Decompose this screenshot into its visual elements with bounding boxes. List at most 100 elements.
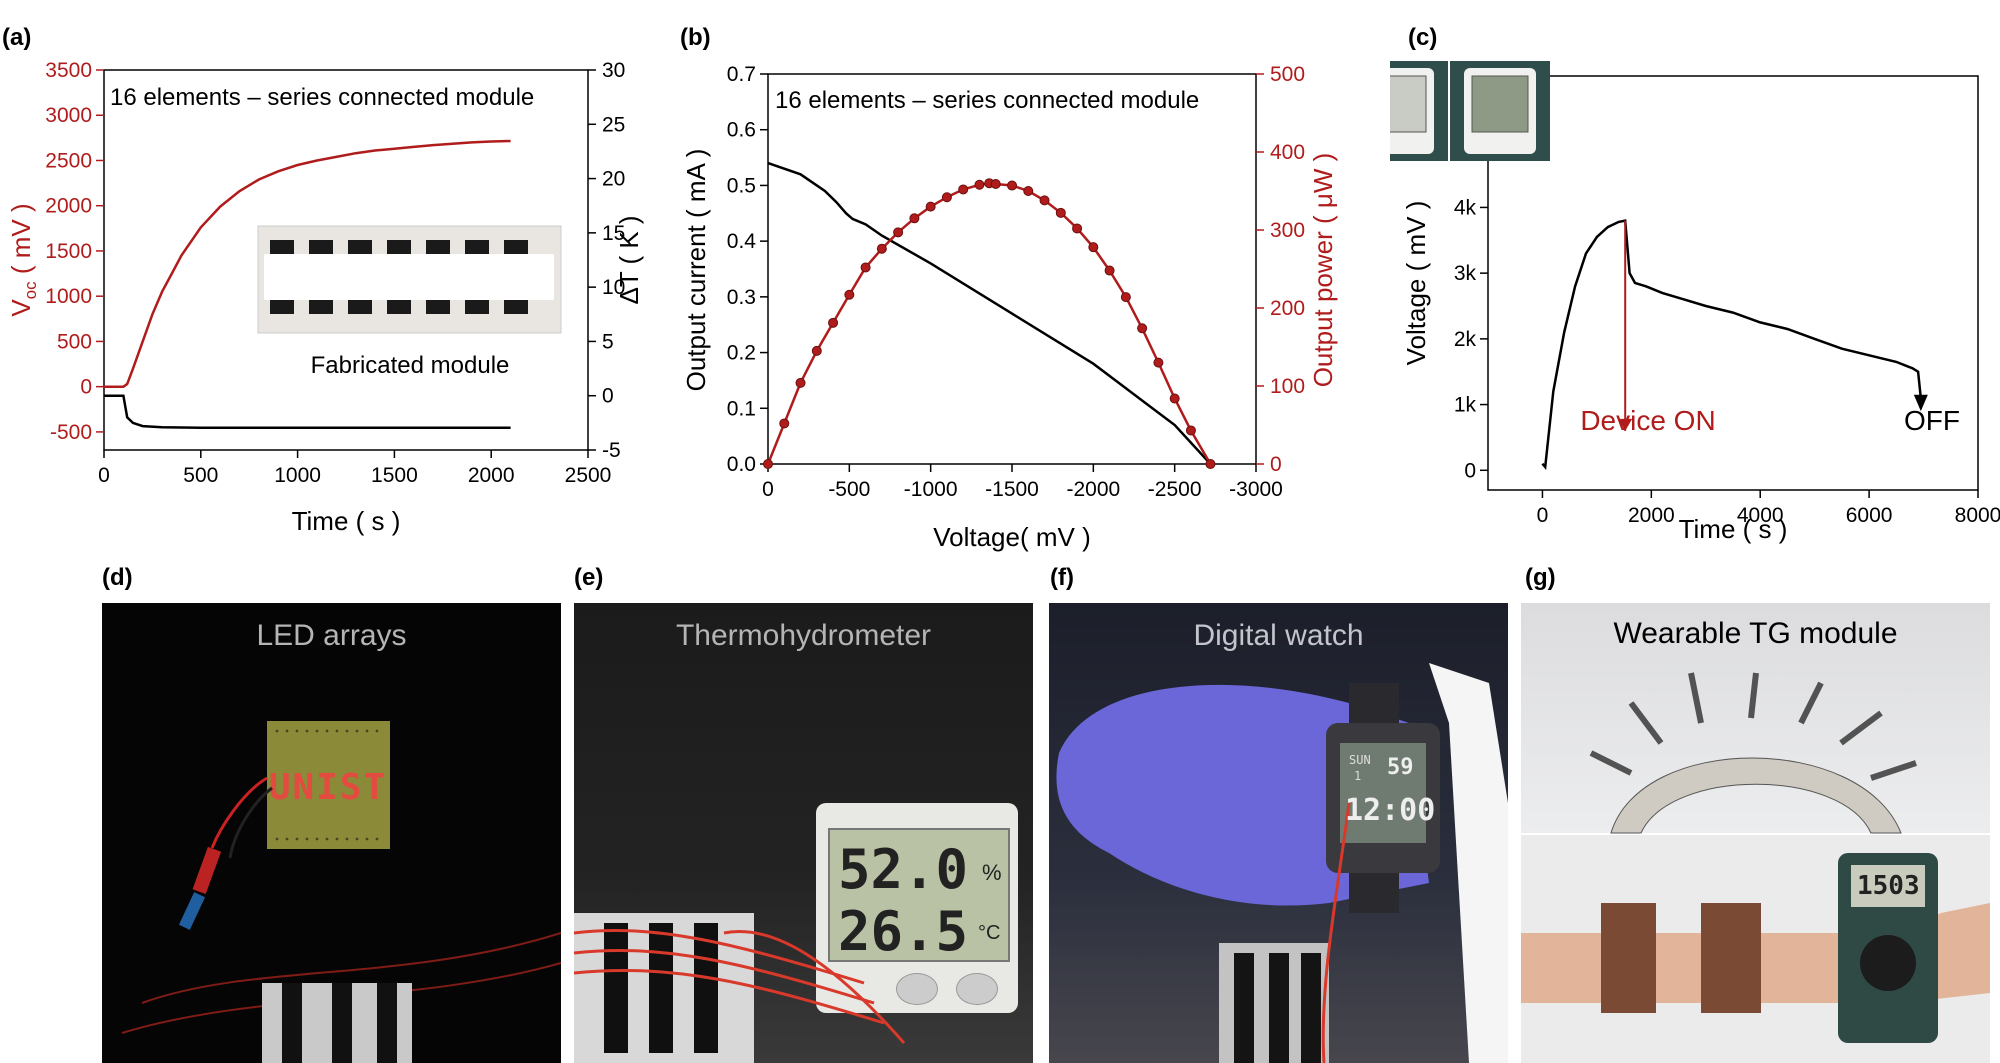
series-line-0 bbox=[767, 161, 1212, 465]
y2-tick-label: 100 bbox=[1270, 375, 1305, 398]
panel-label-d: (d) bbox=[102, 564, 133, 591]
multimeter-screen bbox=[1851, 865, 1925, 907]
chart-annotation: 16 elements – series connected module bbox=[775, 87, 1199, 114]
data-point bbox=[763, 459, 773, 469]
data-point bbox=[1007, 180, 1017, 191]
x-tick-label: 2000 bbox=[468, 464, 515, 487]
watch-seconds: 59 bbox=[1387, 755, 1414, 780]
y-tick-label: 1k bbox=[1454, 394, 1477, 417]
data-point bbox=[974, 179, 985, 190]
x-tick-label: -3000 bbox=[1229, 478, 1283, 501]
inset-screen bbox=[1471, 75, 1529, 133]
y-tick-label: 3500 bbox=[45, 59, 92, 82]
x-tick-label: 500 bbox=[183, 464, 218, 487]
photo-caption: Wearable TG module bbox=[1613, 617, 1898, 650]
device-on-arrowhead bbox=[1618, 418, 1633, 431]
chart-c: 0200040006000800001k2k3k4k5k6k Device ON… bbox=[1390, 61, 2000, 544]
temperature-unit: °C bbox=[978, 922, 1001, 944]
series-line-0 bbox=[104, 139, 511, 388]
module-leg bbox=[348, 300, 372, 314]
data-point bbox=[860, 262, 871, 273]
y2-tick-label: 0 bbox=[1270, 453, 1282, 476]
data-point bbox=[844, 289, 855, 300]
y-tick-label: 0 bbox=[1464, 459, 1476, 482]
y-tick-label: 0 bbox=[80, 376, 92, 399]
panel-label-f: (f) bbox=[1050, 564, 1074, 591]
y-tick-label: 0.5 bbox=[727, 174, 756, 197]
module bbox=[1601, 903, 1656, 1013]
data-point bbox=[795, 377, 806, 388]
module-leg bbox=[309, 300, 333, 314]
data-point bbox=[958, 184, 969, 195]
panel-label-g: (g) bbox=[1525, 564, 1556, 591]
y2-axis-label: ΔT ( K ) bbox=[614, 215, 644, 304]
led-board bbox=[267, 721, 390, 849]
module-substrate bbox=[264, 254, 554, 300]
humidity-unit: % bbox=[982, 860, 1002, 885]
watch-date: 1 bbox=[1354, 769, 1362, 783]
data-point bbox=[1205, 459, 1216, 469]
x-tick-label: 0 bbox=[1537, 504, 1549, 527]
y-tick-label: 4k bbox=[1454, 196, 1477, 219]
chart-b: 0 -500 -1000 -1500 -2000 -2500 -3000 0.0 0.1 0.2 0… bbox=[681, 63, 1338, 552]
x-axis-label: Voltage( mV ) bbox=[933, 522, 1091, 552]
module-leg bbox=[426, 240, 450, 254]
data-point bbox=[1039, 195, 1050, 206]
plot-area bbox=[1487, 75, 1979, 491]
x-tick-label: 1500 bbox=[371, 464, 418, 487]
watch-time: 12:00 bbox=[1345, 793, 1436, 828]
series-line-1 bbox=[104, 394, 511, 429]
data-point bbox=[1169, 393, 1180, 404]
module-leg bbox=[465, 240, 489, 254]
y-tick-label: 0.7 bbox=[727, 63, 756, 86]
y2-tick-label: -5 bbox=[602, 439, 621, 462]
y2-axis-label: Output power ( μW ) bbox=[1308, 153, 1338, 388]
data-point bbox=[1137, 323, 1148, 334]
x-tick-label: -1000 bbox=[904, 478, 958, 501]
module-leg bbox=[270, 240, 294, 254]
y-tick-label: -500 bbox=[50, 421, 92, 444]
y-tick-label: 1500 bbox=[45, 240, 92, 263]
x-tick-label: 2500 bbox=[565, 464, 612, 487]
y2-tick-label: 300 bbox=[1270, 219, 1305, 242]
panel-label-b: (b) bbox=[680, 24, 711, 51]
y2-tick-label: 500 bbox=[1270, 63, 1305, 86]
plot-area bbox=[767, 73, 1257, 465]
inset-label: Fabricated module bbox=[311, 352, 510, 379]
led-display-text: UNIST bbox=[269, 767, 387, 808]
y2-tick-label: 10 bbox=[602, 276, 625, 299]
x-tick-label: 1000 bbox=[274, 464, 321, 487]
x-tick-label: -2500 bbox=[1148, 478, 1202, 501]
x-tick-label: 6000 bbox=[1846, 504, 1893, 527]
data-point bbox=[941, 192, 952, 203]
module-leg bbox=[348, 240, 372, 254]
module-leg bbox=[387, 240, 411, 254]
data-point bbox=[909, 213, 920, 224]
y-tick-label: 0.2 bbox=[727, 342, 756, 365]
module-leg bbox=[426, 300, 450, 314]
y-tick-label: 2k bbox=[1454, 328, 1477, 351]
x-tick-label: 0 bbox=[98, 464, 110, 487]
y-tick-label: 3000 bbox=[45, 104, 92, 127]
watch-day: SUN bbox=[1349, 753, 1371, 767]
thermohydrometer-device: 52.0 % 26.5 °C bbox=[816, 803, 1018, 1013]
data-point bbox=[925, 201, 936, 212]
data-point bbox=[811, 345, 822, 356]
module bbox=[1701, 903, 1761, 1013]
module-leg bbox=[504, 300, 528, 314]
x-tick-label: 4000 bbox=[1737, 504, 1784, 527]
multimeter-dial bbox=[1860, 935, 1916, 991]
panel-label-a: (a) bbox=[2, 24, 32, 51]
x-tick-label: -2000 bbox=[1066, 478, 1120, 501]
x-axis-label: Time ( s ) bbox=[292, 506, 401, 536]
x-axis-label: Time ( s ) bbox=[1679, 514, 1788, 544]
y-axis-label: Voltage ( mV ) bbox=[1401, 201, 1431, 366]
y-tick-label: 1000 bbox=[45, 285, 92, 308]
y2-tick-label: 200 bbox=[1270, 297, 1305, 320]
photo-digital-watch: Digital watch SUN 1 59 12:00 bbox=[1049, 603, 1508, 1063]
device-button bbox=[956, 973, 998, 1005]
multimeter-reading: 1503 bbox=[1857, 871, 1920, 901]
data-point bbox=[1120, 292, 1131, 303]
photo-led-arrays: LED arrays UNIST bbox=[102, 603, 561, 1063]
plot-area bbox=[103, 69, 589, 451]
